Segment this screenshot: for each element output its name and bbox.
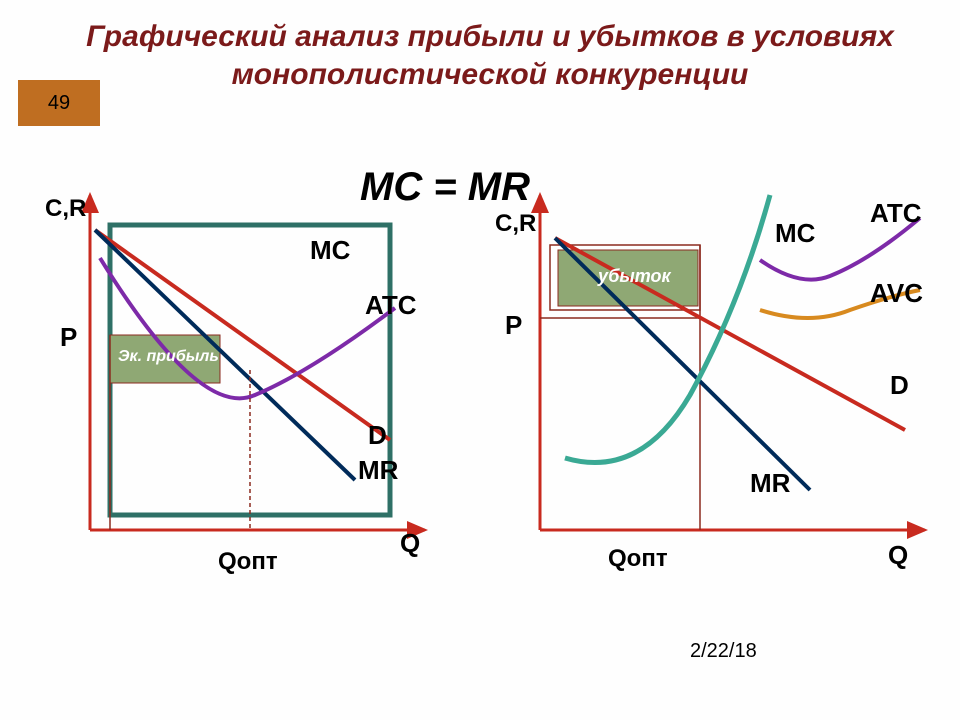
right-chart (0, 0, 960, 560)
l-p: P (60, 322, 77, 353)
r-p: P (505, 310, 522, 341)
r-q: Q (888, 540, 908, 571)
l-q: Q (400, 528, 420, 559)
r-atc: ATC (870, 198, 922, 229)
r-avc: AVC (870, 278, 923, 309)
r-loss-label: убыток (598, 266, 671, 287)
r-mr: MR (750, 468, 790, 499)
r-mc: MC (775, 218, 815, 249)
r-cr: C,R (495, 210, 536, 238)
r-qopt: Qопт (608, 545, 668, 573)
l-atc: ATC (365, 290, 417, 321)
l-d: D (368, 420, 387, 451)
l-profit-label: Эк. прибыль (118, 348, 219, 366)
date-footer: 2/22/18 (690, 640, 757, 663)
l-qopt: Qопт (218, 548, 278, 576)
slide-stage: 49 Графический анализ прибыли и убытков … (0, 0, 960, 720)
r-d: D (890, 370, 909, 401)
l-mc: MC (310, 235, 350, 266)
l-cr: C,R (45, 195, 86, 223)
l-mr: MR (358, 455, 398, 486)
